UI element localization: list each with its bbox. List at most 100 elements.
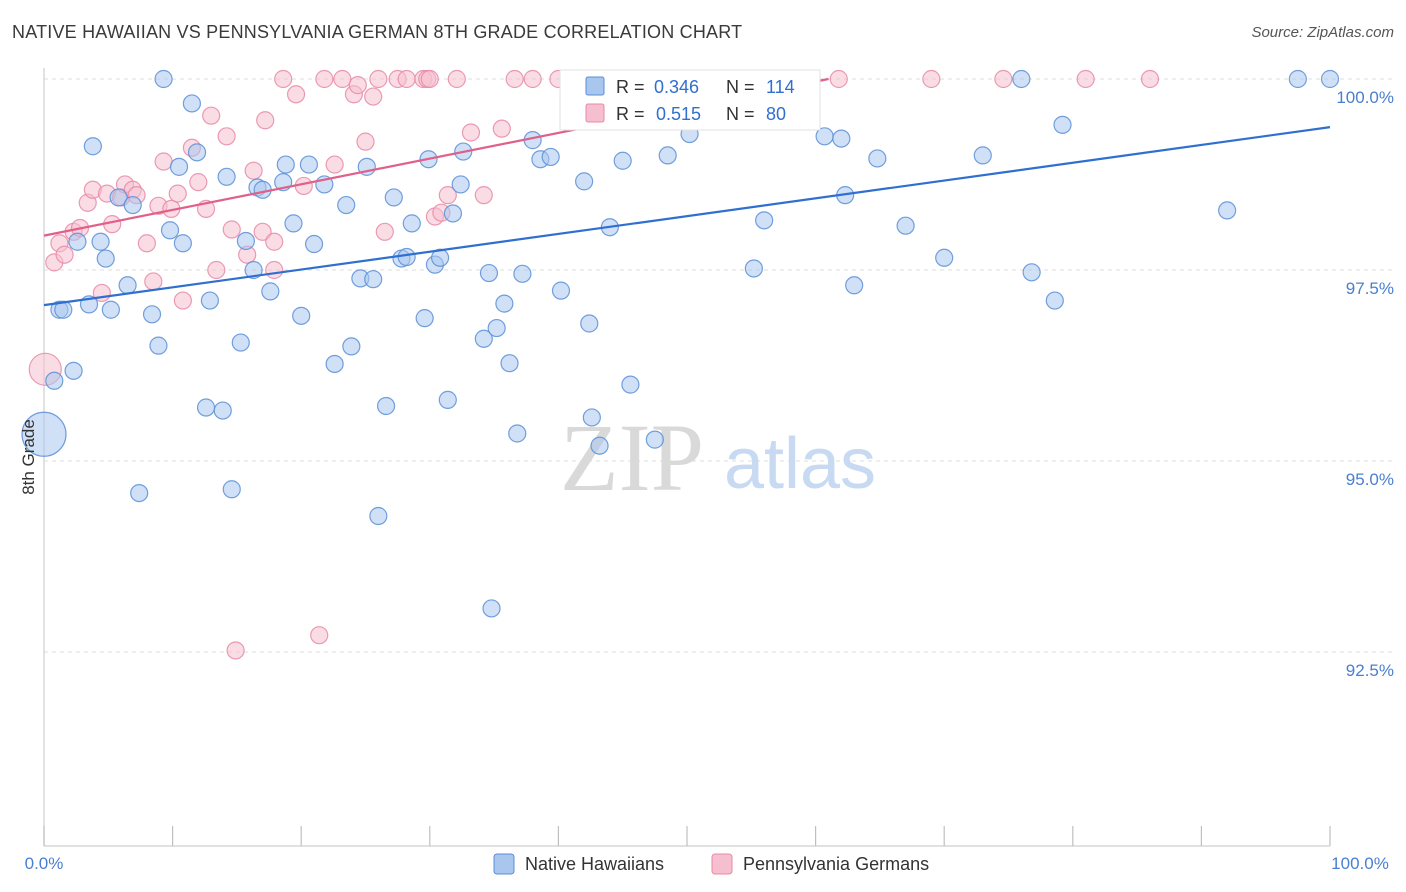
native-hawaiian-point xyxy=(508,424,527,443)
native-hawaiian-point xyxy=(658,146,677,165)
native-hawaiian-point xyxy=(1053,115,1072,134)
pennsylvania-german-point xyxy=(315,69,334,89)
pennsylvania-german-point xyxy=(226,641,245,660)
chart-title: NATIVE HAWAIIAN VS PENNSYLVANIA GERMAN 8… xyxy=(12,22,743,42)
native-hawaiian-point xyxy=(325,354,344,374)
native-hawaiians-trend-line xyxy=(43,126,1331,307)
series-legend: Native Hawaiians Pennsylvania Germans xyxy=(493,853,929,875)
y-tick-labels: 92.5% 95.0% 97.5% 100.0% xyxy=(1336,88,1394,680)
native-hawaiian-point xyxy=(744,259,763,278)
native-hawaiian-point xyxy=(384,188,403,207)
native-hawaiian-point xyxy=(1022,263,1041,282)
native-hawaiian-point xyxy=(1320,69,1340,89)
native-hawaiian-point xyxy=(482,599,501,618)
x-tick-label-max: 100.0% xyxy=(1331,854,1389,873)
legend-swatch-blue xyxy=(585,76,605,96)
native-hawaiian-point xyxy=(337,195,356,215)
native-hawaiian-point xyxy=(487,318,506,338)
pennsylvania-german-point xyxy=(1140,69,1160,89)
native-hawaiian-point xyxy=(96,249,115,268)
pennsylvania-german-point xyxy=(829,69,848,89)
native-hawaiian-point xyxy=(169,157,189,176)
native-hawaiian-point xyxy=(21,411,67,457)
pennsylvania-german-point xyxy=(492,119,511,138)
native-hawaiian-point xyxy=(845,276,864,295)
native-hawaiian-point xyxy=(575,172,594,191)
pennsylvania-german-point xyxy=(202,106,221,125)
native-hawaiian-point xyxy=(196,398,216,417)
pennsylvania-german-point xyxy=(217,127,236,146)
native-hawaiian-point xyxy=(118,276,137,295)
native-hawaiian-point xyxy=(832,129,851,148)
native-hawaiian-point xyxy=(54,300,73,319)
native-hawaiian-point xyxy=(541,147,560,167)
pennsylvania-german-point xyxy=(244,161,263,180)
native-hawaiian-point xyxy=(402,214,421,233)
native-hawaiian-point xyxy=(397,247,416,267)
native-hawaiian-point xyxy=(123,195,142,215)
native-hawaiian-point xyxy=(364,270,383,289)
pennsylvania-germans-points xyxy=(28,69,1160,660)
pennsylvania-german-point xyxy=(474,186,493,205)
pennsylvania-german-point xyxy=(356,132,375,151)
y-axis-title: 8th Grade xyxy=(19,419,38,495)
native-hawaiian-point xyxy=(68,232,87,251)
pennsylvania-german-point xyxy=(253,222,272,241)
pennsylvania-german-point xyxy=(310,626,329,645)
native-hawaiian-point xyxy=(217,167,236,186)
pennsylvania-german-point xyxy=(420,69,439,89)
native-hawaiian-point xyxy=(244,260,263,280)
native-hawaiian-point xyxy=(200,291,219,310)
pennsylvania-german-point xyxy=(265,260,284,280)
native-hawaiian-point xyxy=(415,309,434,328)
pennsylvania-german-point xyxy=(333,69,352,89)
pennsylvania-german-point xyxy=(438,186,457,205)
pennsylvania-german-point xyxy=(1076,69,1095,89)
pennsylvania-german-point xyxy=(922,69,941,89)
pennsylvania-german-point xyxy=(994,69,1013,89)
legend-pink-r-label: R = xyxy=(616,104,645,124)
watermark: ZIP atlas xyxy=(560,404,876,511)
pennsylvania-german-point xyxy=(154,152,173,171)
native-hawaiian-point xyxy=(451,175,470,194)
native-hawaiian-point xyxy=(755,211,774,230)
native-hawaiian-point xyxy=(182,94,201,113)
native-hawaiian-point xyxy=(276,155,295,174)
native-hawaiian-point xyxy=(342,337,361,356)
series-legend-label-pink: Pennsylvania Germans xyxy=(743,854,929,874)
native-hawaiian-point xyxy=(299,155,319,174)
x-tick-label-min: 0.0% xyxy=(25,854,64,873)
y-tick-label: 97.5% xyxy=(1346,279,1394,298)
watermark-zip: ZIP xyxy=(560,404,704,511)
pennsylvania-german-point xyxy=(397,69,416,89)
pennsylvania-german-point xyxy=(369,69,388,89)
pennsylvania-german-point xyxy=(137,234,156,253)
pennsylvania-german-point xyxy=(375,222,394,241)
native-hawaiian-point xyxy=(101,300,120,319)
native-hawaiian-point xyxy=(187,143,207,162)
native-hawaiian-point xyxy=(1288,69,1307,89)
native-hawaiian-point xyxy=(495,294,514,313)
y-tick-label: 100.0% xyxy=(1336,88,1394,107)
pennsylvania-german-point xyxy=(461,123,481,142)
native-hawaiian-point xyxy=(213,401,232,420)
x-ticks xyxy=(43,826,1331,846)
native-hawaiian-point xyxy=(438,390,457,409)
native-hawaiian-point xyxy=(109,188,128,207)
native-hawaiian-point xyxy=(621,375,640,394)
native-hawaiian-point xyxy=(284,214,303,233)
native-hawaiian-point xyxy=(973,146,992,165)
series-legend-swatch-pink xyxy=(711,853,733,875)
native-hawaiian-point xyxy=(500,354,519,373)
native-hawaiian-point xyxy=(142,305,162,324)
native-hawaiian-point xyxy=(443,204,463,223)
native-hawaiian-point xyxy=(376,396,396,416)
native-hawaiian-point xyxy=(1045,291,1064,310)
pennsylvania-german-point xyxy=(523,69,542,89)
native-hawaiian-point xyxy=(590,436,609,455)
native-hawaiian-point xyxy=(582,408,601,427)
pennsylvania-german-point xyxy=(265,232,284,251)
native-hawaiians-points xyxy=(21,69,1340,618)
pennsylvania-german-point xyxy=(189,173,208,192)
legend-swatch-pink xyxy=(585,103,605,123)
